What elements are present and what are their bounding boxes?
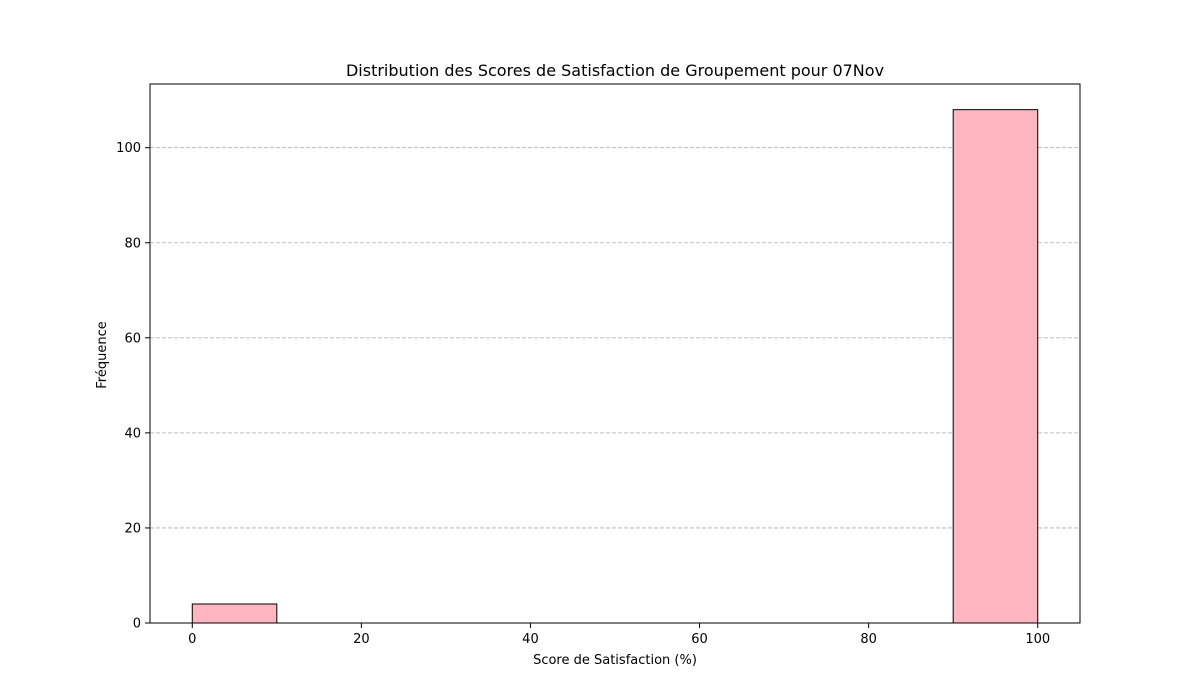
y-tick-label: 60 xyxy=(124,331,141,346)
chart-title: Distribution des Scores de Satisfaction … xyxy=(346,61,884,80)
bar-bin-90-100 xyxy=(952,109,1039,624)
y-tick-label: 20 xyxy=(124,521,141,536)
x-tick-label: 0 xyxy=(188,632,196,647)
x-tick-label: 40 xyxy=(522,632,539,647)
y-tick-label: 40 xyxy=(124,426,141,441)
x-tick-label: 80 xyxy=(860,632,877,647)
bars xyxy=(191,109,1039,624)
x-tick-label: 20 xyxy=(353,632,370,647)
y-tick-label: 80 xyxy=(124,236,141,251)
y-axis-label: Fréquence xyxy=(95,321,110,388)
x-axis-ticks: 0 20 40 60 80 100 xyxy=(188,623,1050,647)
x-tick-label: 60 xyxy=(691,632,708,647)
x-tick-label: 100 xyxy=(1025,632,1050,647)
bar-bin-0-10 xyxy=(191,603,278,624)
plot-frame xyxy=(149,83,1081,624)
grid-lines xyxy=(150,147,1080,529)
y-tick-label: 100 xyxy=(116,141,141,156)
y-tick-label: 0 xyxy=(133,617,141,632)
y-axis-ticks: 0 20 40 60 80 100 xyxy=(116,141,150,632)
x-axis-label: Score de Satisfaction (%) xyxy=(533,653,697,668)
